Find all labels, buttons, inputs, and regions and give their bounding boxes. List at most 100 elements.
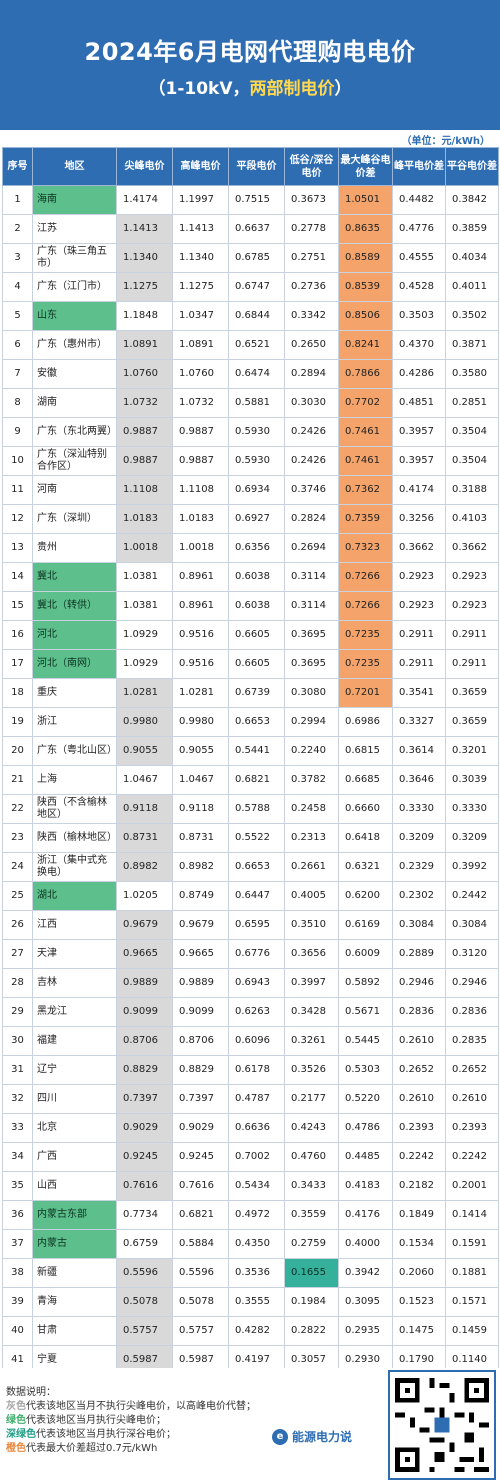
unit-label: （单位：元/kWh） <box>401 136 490 147</box>
table-row: 25 湖北 1.0205 0.8749 0.6447 0.4005 0.6200 0.2302… <box>2 881 499 911</box>
note-item: 灰色代表该地区当月不执行尖峰电价，以高峰电价代替； <box>6 1400 256 1414</box>
gao-price-cell: 0.9516 <box>172 620 229 650</box>
pg-diff-cell: 0.2923 <box>445 562 499 592</box>
gu-price-cell: 0.2426 <box>284 417 339 447</box>
e-logo-icon: e <box>272 1428 288 1445</box>
jian-price-cell: 1.0929 <box>116 649 173 679</box>
table-row: 8 湖南 1.0732 1.0732 0.5881 0.3030 0.7702 0.4851 0… <box>2 388 499 418</box>
gao-price-cell: 0.8706 <box>172 1026 229 1056</box>
note-key: 深绿色 <box>6 1429 36 1440</box>
notes-heading: 数据说明： <box>6 1387 56 1398</box>
gu-price-cell: 0.3261 <box>284 1026 339 1056</box>
region-cell: 湖北 <box>32 881 117 911</box>
region-cell: 黑龙江 <box>32 997 117 1027</box>
gao-price-cell: 1.0183 <box>172 504 229 534</box>
region-cell: 重庆 <box>32 678 117 708</box>
table-row: 31 辽宁 0.8829 0.8829 0.6178 0.3526 0.5303 0.2652… <box>2 1055 499 1085</box>
note-key: 橙色 <box>6 1443 26 1454</box>
region-cell: 广东（江门市） <box>32 272 117 302</box>
region-cell: 四川 <box>32 1084 117 1114</box>
fp-diff-cell: 0.4286 <box>392 359 446 389</box>
row-number: 12 <box>2 504 33 534</box>
fp-diff-cell: 0.3646 <box>392 765 446 795</box>
fp-diff-cell: 0.4370 <box>392 330 446 360</box>
max-diff-cell: 0.6660 <box>338 794 393 824</box>
max-diff-cell: 0.5445 <box>338 1026 393 1056</box>
gu-price-cell: 0.2894 <box>284 359 339 389</box>
region-cell: 湖南 <box>32 388 117 418</box>
gu-price-cell: 0.3428 <box>284 997 339 1027</box>
max-diff-cell: 0.4183 <box>338 1171 393 1201</box>
row-number: 10 <box>2 446 33 476</box>
gao-price-cell: 0.7616 <box>172 1171 229 1201</box>
table-row: 14 冀北 1.0381 0.8961 0.6038 0.3114 0.7266 0.2923… <box>2 562 499 592</box>
row-number: 9 <box>2 417 33 447</box>
ping-price-cell: 0.5930 <box>228 417 285 447</box>
jian-price-cell: 0.5078 <box>116 1287 173 1317</box>
fp-diff-cell: 0.3209 <box>392 823 446 853</box>
gu-price-cell: 0.1984 <box>284 1287 339 1317</box>
row-number: 26 <box>2 910 33 940</box>
pg-diff-cell: 0.2001 <box>445 1171 499 1201</box>
gao-price-cell: 0.8961 <box>172 562 229 592</box>
footer: 数据说明： 灰色代表该地区当月不执行尖峰电价，以高峰电价代替； 绿色代表该地区当月… <box>0 1368 500 1484</box>
gu-price-cell: 0.2694 <box>284 533 339 563</box>
row-number: 7 <box>2 359 33 389</box>
fp-diff-cell: 0.2302 <box>392 881 446 911</box>
row-number: 5 <box>2 301 33 331</box>
jian-price-cell: 0.7734 <box>116 1200 173 1230</box>
gao-price-cell: 0.5884 <box>172 1229 229 1259</box>
note-item: 绿色代表该地区当月执行尖峰电价； <box>6 1414 256 1428</box>
note-text: 代表最大价差超过0.7元/kWh <box>26 1443 158 1454</box>
gu-price-cell: 0.3656 <box>284 939 339 969</box>
jian-price-cell: 1.1108 <box>116 475 173 505</box>
gu-price-cell: 0.4243 <box>284 1113 339 1143</box>
gu-price-cell: 0.4760 <box>284 1142 339 1172</box>
ping-price-cell: 0.5441 <box>228 736 285 766</box>
row-number: 37 <box>2 1229 33 1259</box>
ping-price-cell: 0.6636 <box>228 1113 285 1143</box>
table-row: 33 北京 0.9029 0.9029 0.6636 0.4243 0.4786 0.2393… <box>2 1113 499 1143</box>
jian-price-cell: 0.9980 <box>116 707 173 737</box>
page-subtitle: （1-10kV，两部制电价） <box>0 74 500 99</box>
ping-price-cell: 0.6356 <box>228 533 285 563</box>
pg-diff-cell: 0.2393 <box>445 1113 499 1143</box>
pg-diff-cell: 0.3120 <box>445 939 499 969</box>
fp-diff-cell: 0.2610 <box>392 1026 446 1056</box>
max-diff-cell: 1.0501 <box>338 185 393 215</box>
ping-price-cell: 0.6844 <box>228 301 285 331</box>
jian-price-cell: 1.0381 <box>116 562 173 592</box>
row-number: 4 <box>2 272 33 302</box>
brand-name: 能源电力说 <box>292 1430 353 1444</box>
gao-price-cell: 1.1108 <box>172 475 229 505</box>
table-row: 40 甘肃 0.5757 0.5757 0.4282 0.2822 0.2935 0.1475… <box>2 1316 499 1346</box>
jian-price-cell: 1.0760 <box>116 359 173 389</box>
row-number: 3 <box>2 243 33 273</box>
gu-price-cell: 0.3695 <box>284 620 339 650</box>
gao-price-cell: 0.9665 <box>172 939 229 969</box>
fp-diff-cell: 0.2911 <box>392 620 446 650</box>
region-cell: 广东（东北两翼） <box>32 417 117 447</box>
gao-price-cell: 0.6821 <box>172 1200 229 1230</box>
row-number: 30 <box>2 1026 33 1056</box>
ping-price-cell: 0.6934 <box>228 475 285 505</box>
table-row: 20 广东（粤北山区） 0.9055 0.9055 0.5441 0.2240 0.6815… <box>2 736 499 766</box>
jian-price-cell: 1.0183 <box>116 504 173 534</box>
max-diff-cell: 0.6321 <box>338 852 393 882</box>
max-diff-cell: 0.8506 <box>338 301 393 331</box>
gu-price-cell: 0.2822 <box>284 1316 339 1346</box>
gu-price-cell: 0.2778 <box>284 214 339 244</box>
ping-price-cell: 0.6595 <box>228 910 285 940</box>
jian-price-cell: 0.8731 <box>116 823 173 853</box>
fp-diff-cell: 0.3957 <box>392 446 446 476</box>
max-diff-cell: 0.3942 <box>338 1258 393 1288</box>
pg-diff-cell: 0.3992 <box>445 852 499 882</box>
ping-price-cell: 0.3555 <box>228 1287 285 1317</box>
fp-diff-cell: 0.2652 <box>392 1055 446 1085</box>
gao-price-cell: 1.0467 <box>172 765 229 795</box>
row-number: 16 <box>2 620 33 650</box>
row-number: 34 <box>2 1142 33 1172</box>
max-diff-cell: 0.7266 <box>338 562 393 592</box>
table-row: 37 内蒙古 0.6759 0.5884 0.4350 0.2759 0.4000 0.153… <box>2 1229 499 1259</box>
fp-diff-cell: 0.1475 <box>392 1316 446 1346</box>
